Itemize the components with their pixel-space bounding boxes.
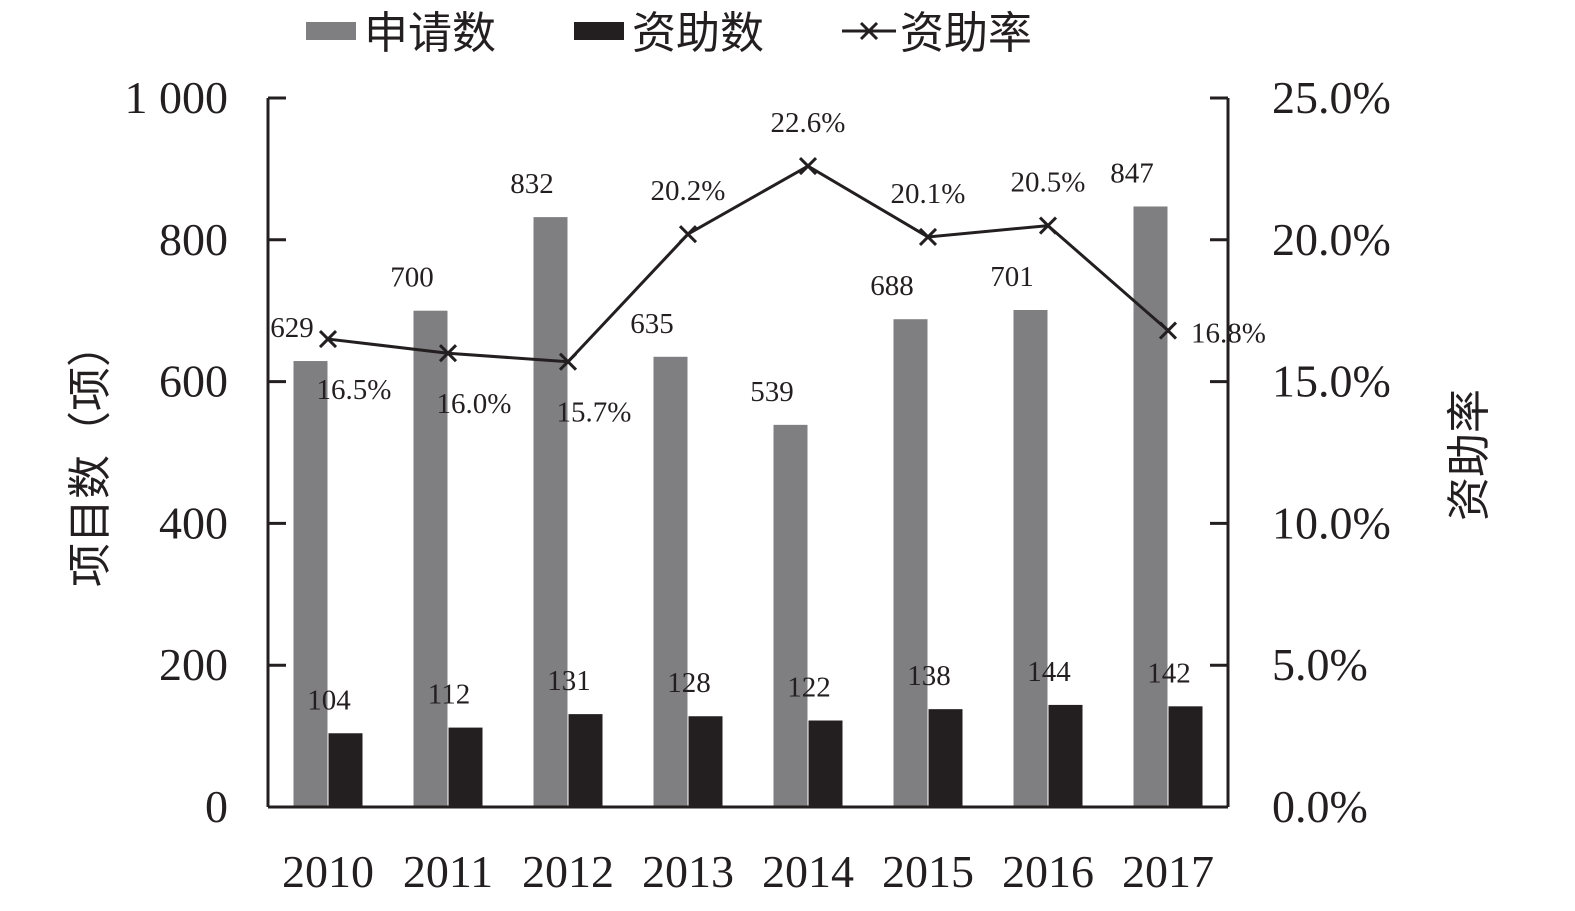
label-applications-2017: 847 — [1110, 157, 1154, 189]
y-tick-label: 600 — [159, 356, 228, 407]
y-tick-label: 400 — [159, 497, 228, 548]
label-funded-2010: 104 — [307, 684, 351, 716]
rate-line — [327, 164, 1169, 364]
y2-tick-label: 15.0% — [1272, 356, 1391, 407]
legend-label-rate: 资助率 — [900, 8, 1032, 59]
y2-axis-title: 资助率 — [1444, 389, 1495, 521]
label-rate-2016: 20.5% — [1011, 167, 1086, 199]
label-applications-2011: 700 — [390, 262, 434, 294]
bar-funded-2010 — [328, 733, 363, 807]
label-funded-2013: 128 — [667, 667, 711, 699]
x-tick-label-2011: 2011 — [403, 846, 493, 897]
bar-funded-2017 — [1168, 706, 1203, 807]
label-funded-2017: 142 — [1147, 657, 1191, 689]
bar-funded-2013 — [688, 716, 723, 807]
x-tick-label-2014: 2014 — [762, 846, 854, 897]
rate-marker-2012 — [558, 352, 578, 371]
bar-applications-2013 — [653, 356, 688, 807]
label-applications-2012: 832 — [510, 168, 554, 200]
rate-marker-2015 — [918, 227, 938, 247]
legend-swatch-funded — [574, 22, 624, 40]
legend-marker-rate — [859, 21, 879, 41]
bar-funded-2011 — [448, 727, 483, 807]
legend: 申请数 资助数 资助率 — [306, 8, 1032, 59]
bar-funded-2015 — [928, 709, 963, 807]
label-funded-2012: 131 — [547, 665, 591, 697]
bar-applications-2011 — [413, 310, 448, 807]
label-funded-2011: 112 — [428, 679, 470, 711]
x-tick-label-2015: 2015 — [882, 846, 974, 897]
label-rate-2017: 16.8% — [1191, 318, 1266, 350]
y-tick-label: 0 — [205, 781, 228, 832]
label-applications-2014: 539 — [750, 376, 794, 408]
bar-applications-2014 — [773, 424, 808, 807]
legend-label-applications: 申请数 — [364, 8, 496, 59]
label-rate-2010: 16.5% — [317, 374, 392, 406]
y-tick-label: 800 — [159, 214, 228, 265]
y2-tick-label: 0.0% — [1272, 781, 1368, 832]
rate-marker-2014 — [798, 157, 818, 176]
legend-label-funded: 资助数 — [632, 8, 764, 59]
label-rate-2014: 22.6% — [771, 107, 846, 139]
bar-applications-2015 — [893, 319, 928, 807]
x-tick-label-2013: 2013 — [642, 846, 734, 897]
label-rate-2011: 16.0% — [437, 388, 512, 420]
y2-tick-label: 25.0% — [1272, 72, 1391, 123]
label-rate-2015: 20.1% — [891, 178, 966, 210]
rate-marker-2011 — [438, 344, 458, 363]
bar-applications-2012 — [533, 217, 568, 807]
bar-applications-2010 — [293, 361, 328, 807]
rate-marker-2013 — [678, 225, 698, 244]
bar-applications-2016 — [1013, 309, 1048, 807]
y-tick-label: 1 000 — [125, 72, 229, 123]
rate-marker-2016 — [1038, 216, 1058, 235]
label-funded-2016: 144 — [1027, 656, 1071, 688]
x-tick-label-2016: 2016 — [1002, 846, 1094, 897]
label-applications-2010: 629 — [270, 312, 314, 344]
label-rate-2012: 15.7% — [557, 397, 632, 429]
x-tick-label-2012: 2012 — [522, 846, 614, 897]
label-funded-2014: 122 — [787, 672, 831, 704]
bar-funded-2012 — [568, 714, 603, 807]
x-tick-label-2017: 2017 — [1122, 846, 1214, 897]
label-applications-2016: 701 — [990, 261, 1034, 293]
label-applications-2015: 688 — [870, 270, 914, 302]
y2-tick-label: 5.0% — [1272, 639, 1368, 690]
y2-tick-label: 20.0% — [1272, 214, 1391, 265]
bar-funded-2014 — [808, 720, 843, 807]
rate-marker-2017 — [1158, 321, 1178, 340]
legend-swatch-applications — [306, 22, 356, 40]
y-axis-title: 项目数（项） — [65, 323, 116, 587]
label-rate-2013: 20.2% — [651, 175, 726, 207]
bar-applications-2017 — [1133, 206, 1168, 808]
y-tick-label: 200 — [159, 639, 228, 690]
rate-marker-2010 — [318, 329, 338, 349]
y2-tick-label: 10.0% — [1272, 497, 1391, 548]
label-funded-2015: 138 — [907, 660, 951, 692]
label-applications-2013: 635 — [630, 308, 674, 340]
x-tick-label-2010: 2010 — [282, 846, 374, 897]
bar-funded-2016 — [1048, 704, 1083, 807]
